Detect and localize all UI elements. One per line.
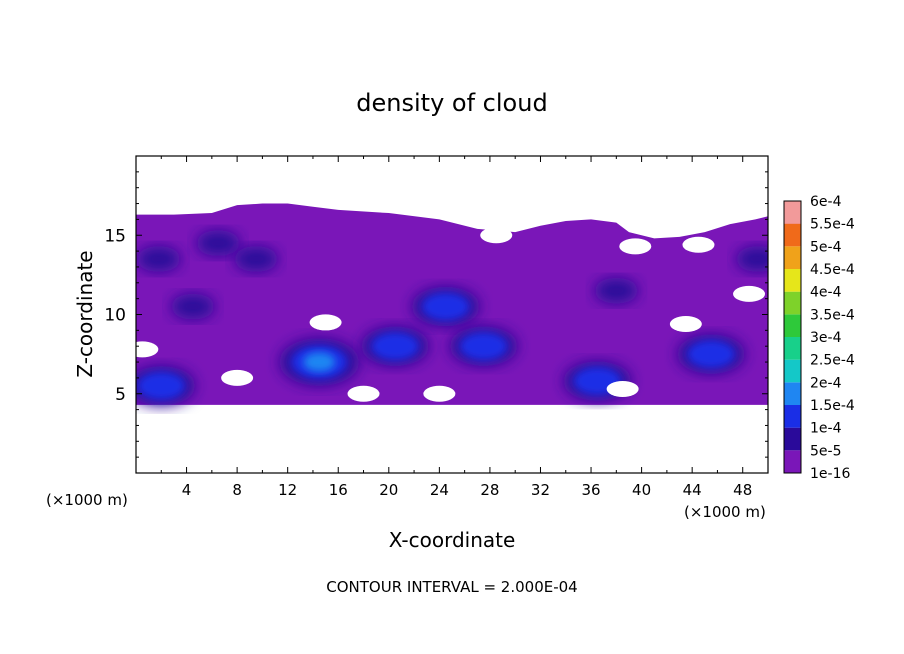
density-feature <box>677 334 746 375</box>
y-tick-label: 10 <box>104 306 126 326</box>
contour-level-2 <box>421 292 470 321</box>
colorbar-label: 1e-16 <box>810 466 850 482</box>
clear-gap <box>733 285 766 302</box>
clear-gap <box>423 385 456 402</box>
density-feature <box>411 286 480 327</box>
y-axis-ticks: 5 10 15 <box>104 171 768 458</box>
x-unit-right: (×1000 m) <box>684 503 766 521</box>
y-tick-label: 5 <box>115 385 126 405</box>
contour-level-1 <box>136 246 181 273</box>
x-tick-label: 4 <box>182 481 192 499</box>
clear-gap <box>221 369 254 386</box>
x-tick-label: 40 <box>632 481 651 499</box>
clear-air-gaps <box>136 227 766 402</box>
colorbar-swatch <box>784 246 801 269</box>
clear-gap <box>480 227 513 244</box>
x-tick-label: 48 <box>733 481 752 499</box>
colorbar-label: 3e-4 <box>810 330 842 346</box>
density-feature <box>136 246 181 273</box>
contour-level-1 <box>196 230 241 257</box>
x-tick-label: 16 <box>329 481 348 499</box>
colorbar-label: 1e-4 <box>810 421 842 437</box>
colorbar-swatch <box>784 382 801 405</box>
colorbar-label: 4e-4 <box>810 285 842 301</box>
density-feature <box>196 230 241 257</box>
colorbar-swatch <box>784 359 801 383</box>
clear-gap <box>347 385 380 402</box>
contour-level-1 <box>234 246 279 273</box>
clear-gap <box>619 238 652 255</box>
x-axis-ticks: 4 8 12 16 20 24 28 32 36 40 44 48 <box>160 156 752 499</box>
clear-gap <box>309 314 342 331</box>
colorbar-label: 6e-4 <box>810 194 842 210</box>
contour-level-1 <box>735 246 768 273</box>
contour-features <box>136 230 768 406</box>
y-axis-label: Z-coordinate <box>73 250 97 377</box>
x-tick-label: 28 <box>480 481 499 499</box>
clear-gap <box>682 236 715 253</box>
density-feature <box>594 277 639 304</box>
colorbar-label: 2.5e-4 <box>810 353 855 369</box>
y-tick-label: 15 <box>104 226 126 246</box>
colorbar: 1e-16 5e-5 1e-4 1.5e-4 2e-4 2.5e-4 3e-4 3.5e-4 4… <box>783 194 855 482</box>
x-axis-label: X-coordinate <box>389 528 516 552</box>
colorbar-label: 3.5e-4 <box>810 307 855 323</box>
x-tick-label: 36 <box>581 481 600 499</box>
colorbar-label: 4.5e-4 <box>810 262 855 278</box>
contour-level-3 <box>303 352 336 372</box>
colorbar-frame <box>783 200 802 474</box>
colorbar-swatch <box>784 405 801 428</box>
x-tick-label: 44 <box>683 481 702 499</box>
x-unit-left: (×1000 m) <box>46 491 128 509</box>
contour-level-1 <box>170 293 215 320</box>
colorbar-swatch <box>784 291 801 315</box>
colorbar-swatch <box>784 427 801 451</box>
contour-level-2 <box>687 340 735 369</box>
density-feature <box>361 326 430 367</box>
clear-gap <box>606 380 639 397</box>
colorbar-label: 5e-4 <box>810 239 842 255</box>
colorbar-swatch <box>784 314 801 337</box>
density-feature <box>136 365 196 406</box>
contour-level-2 <box>371 332 419 361</box>
density-feature <box>735 246 768 273</box>
x-tick-label: 20 <box>379 481 398 499</box>
colorbar-swatch <box>784 337 801 360</box>
density-feature <box>279 338 360 387</box>
clear-gap <box>136 341 159 358</box>
colorbar-swatch <box>784 450 801 473</box>
contour-level-1 <box>594 277 639 304</box>
colorbar-label: 2e-4 <box>810 375 842 391</box>
density-feature <box>234 246 279 273</box>
density-feature <box>170 293 215 320</box>
chart-title: density of cloud <box>356 89 547 117</box>
colorbar-label: 5.5e-4 <box>810 217 855 233</box>
x-tick-label: 24 <box>430 481 449 499</box>
contour-level-2 <box>137 371 186 400</box>
density-feature <box>449 326 518 367</box>
colorbar-swatch <box>784 223 801 247</box>
x-tick-label: 32 <box>531 481 550 499</box>
colorbar-swatch-top <box>784 201 801 224</box>
colorbar-label: 1.5e-4 <box>810 398 855 414</box>
colorbar-label: 5e-5 <box>810 443 841 459</box>
x-tick-label: 12 <box>278 481 297 499</box>
contour-level-2 <box>459 332 508 361</box>
clear-gap <box>669 316 702 333</box>
x-tick-label: 8 <box>232 481 242 499</box>
colorbar-swatch <box>784 269 801 292</box>
contour-field <box>136 203 768 406</box>
contour-interval-note: CONTOUR INTERVAL = 2.000E-04 <box>326 578 577 596</box>
